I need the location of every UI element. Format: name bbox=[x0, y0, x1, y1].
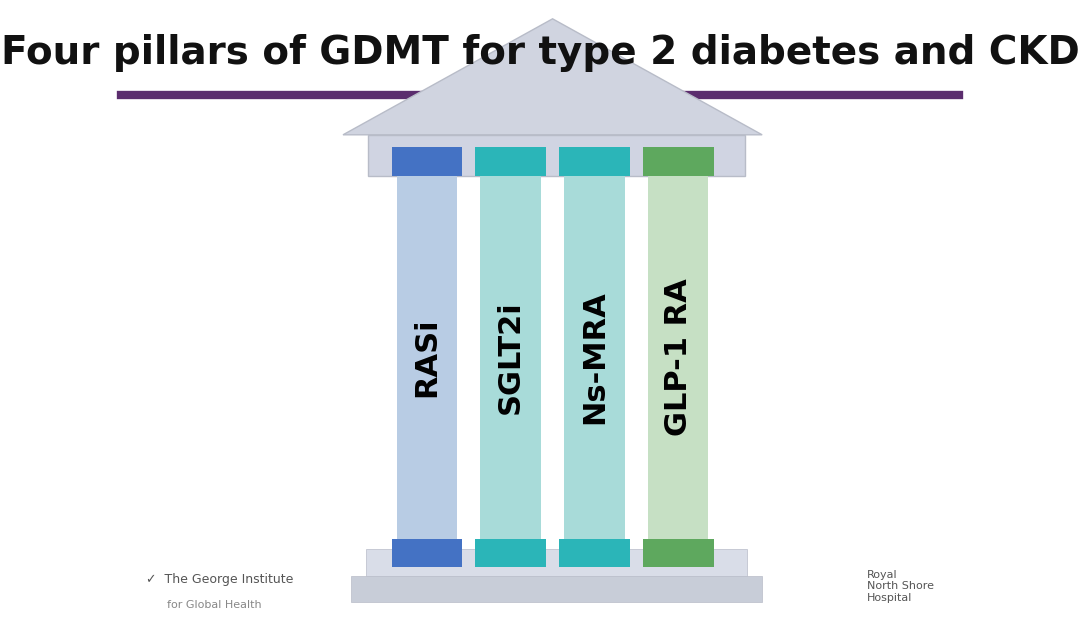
FancyBboxPatch shape bbox=[351, 576, 762, 602]
FancyBboxPatch shape bbox=[392, 539, 462, 567]
FancyBboxPatch shape bbox=[559, 147, 630, 176]
Text: Royal
North Shore
Hospital: Royal North Shore Hospital bbox=[867, 570, 934, 603]
FancyBboxPatch shape bbox=[643, 147, 714, 176]
FancyBboxPatch shape bbox=[565, 176, 624, 539]
FancyBboxPatch shape bbox=[392, 147, 462, 176]
FancyBboxPatch shape bbox=[366, 549, 747, 576]
Text: ✓  The George Institute: ✓ The George Institute bbox=[146, 574, 294, 586]
Text: SGLT2i: SGLT2i bbox=[496, 300, 525, 414]
FancyBboxPatch shape bbox=[481, 176, 541, 539]
Text: RASi: RASi bbox=[413, 318, 442, 397]
FancyBboxPatch shape bbox=[643, 539, 714, 567]
Text: for Global Health: for Global Health bbox=[167, 600, 261, 610]
Polygon shape bbox=[343, 19, 762, 135]
FancyBboxPatch shape bbox=[559, 539, 630, 567]
FancyBboxPatch shape bbox=[396, 176, 457, 539]
Text: Four pillars of GDMT for type 2 diabetes and CKD: Four pillars of GDMT for type 2 diabetes… bbox=[1, 34, 1079, 72]
Text: Ns-MRA: Ns-MRA bbox=[580, 290, 609, 424]
FancyBboxPatch shape bbox=[475, 539, 545, 567]
FancyBboxPatch shape bbox=[648, 176, 708, 539]
FancyBboxPatch shape bbox=[368, 135, 745, 176]
Text: GLP-1 RA: GLP-1 RA bbox=[664, 278, 692, 436]
FancyBboxPatch shape bbox=[475, 147, 545, 176]
